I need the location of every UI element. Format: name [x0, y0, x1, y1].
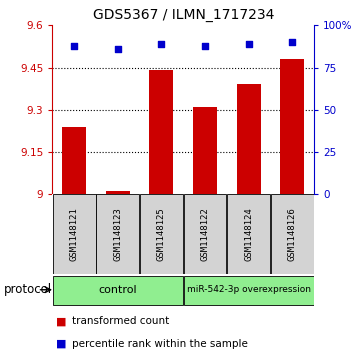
- Point: [246, 41, 252, 47]
- Point: [290, 39, 295, 45]
- Bar: [193, 107, 217, 194]
- Bar: [62, 127, 86, 194]
- Bar: [106, 191, 130, 194]
- Bar: [184, 276, 314, 305]
- Text: GSM1148126: GSM1148126: [288, 207, 297, 261]
- Bar: [53, 194, 96, 274]
- Bar: [140, 194, 183, 274]
- Point: [71, 43, 77, 49]
- Text: GSM1148122: GSM1148122: [200, 207, 209, 261]
- Bar: [280, 59, 304, 194]
- Bar: [227, 194, 270, 274]
- Bar: [149, 70, 173, 194]
- Bar: [271, 194, 314, 274]
- Point: [158, 41, 164, 47]
- Bar: [96, 194, 139, 274]
- Text: GSM1148123: GSM1148123: [113, 207, 122, 261]
- Text: ■: ■: [56, 316, 66, 326]
- Text: transformed count: transformed count: [72, 316, 169, 326]
- Point: [115, 46, 121, 52]
- Text: ■: ■: [56, 339, 66, 349]
- Text: GSM1148121: GSM1148121: [70, 207, 79, 261]
- Text: GSM1148125: GSM1148125: [157, 207, 166, 261]
- Text: GSM1148124: GSM1148124: [244, 207, 253, 261]
- Bar: [53, 276, 183, 305]
- Point: [202, 43, 208, 49]
- Bar: [237, 85, 261, 194]
- Text: control: control: [99, 285, 137, 295]
- Bar: [184, 194, 226, 274]
- Title: GDS5367 / ILMN_1717234: GDS5367 / ILMN_1717234: [92, 8, 274, 22]
- Text: percentile rank within the sample: percentile rank within the sample: [72, 339, 248, 349]
- Text: miR-542-3p overexpression: miR-542-3p overexpression: [187, 285, 310, 294]
- Text: protocol: protocol: [4, 283, 52, 296]
